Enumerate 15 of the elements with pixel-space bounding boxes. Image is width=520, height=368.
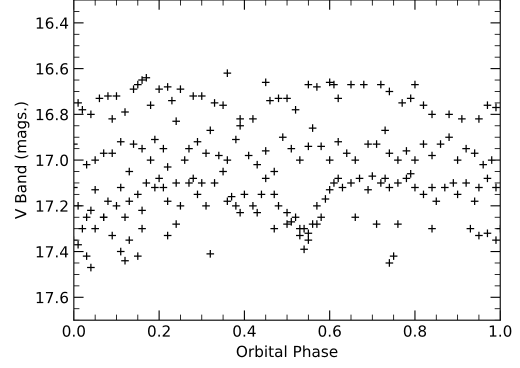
y-tick-label: 16.6	[36, 63, 68, 75]
x-tick-label: 1.0	[490, 325, 512, 337]
y-axis-title: V Band (mags.)	[14, 102, 30, 219]
x-tick-label: 0.0	[62, 325, 85, 337]
x-tick-label: 0.2	[148, 325, 170, 337]
y-tick-label: 17.4	[36, 246, 68, 258]
y-tick-label: 17.2	[36, 200, 68, 212]
x-tick-label: 0.8	[404, 325, 426, 337]
y-tick-label: 17.6	[36, 292, 68, 304]
y-tick-label: 16.4	[36, 17, 68, 29]
x-tick-label: 0.4	[233, 325, 256, 337]
x-tick-label: 0.6	[318, 325, 341, 337]
x-axis-title: Orbital Phase	[236, 345, 338, 358]
y-tick-label: 16.8	[36, 108, 68, 120]
y-tick-label: 17.0	[36, 154, 68, 166]
